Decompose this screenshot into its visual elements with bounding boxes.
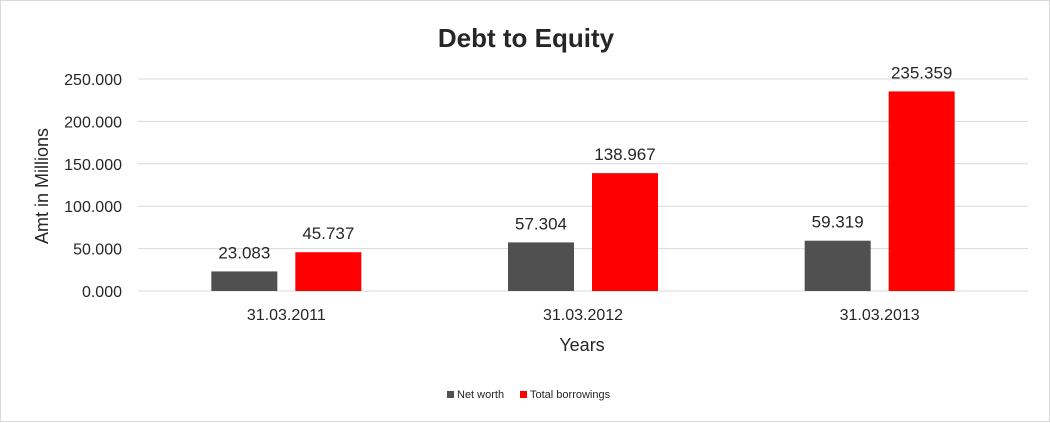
bar-net-worth	[211, 271, 278, 291]
bar-total-borrowings	[888, 91, 955, 292]
y-tick-label: 50.000	[73, 242, 122, 259]
data-label: 138.967	[594, 145, 655, 164]
y-tick-label: 150.000	[64, 157, 122, 174]
data-label: 57.304	[515, 214, 567, 233]
data-label: 59.319	[812, 213, 864, 232]
x-axis-title: Years	[559, 335, 604, 355]
legend-item: Total borrowings	[520, 389, 611, 401]
legend-label: Total borrowings	[530, 389, 611, 401]
x-axis-tick-labels: 31.03.2011 31.03.2012 31.03.2013	[247, 307, 920, 324]
y-axis-title: Amt in Millions	[32, 128, 52, 244]
bar-net-worth	[508, 242, 574, 291]
legend-item: Net worth	[447, 389, 504, 401]
bar-total-borrowings	[592, 173, 658, 291]
data-label: 23.083	[218, 243, 270, 262]
x-tick-label: 31.03.2011	[247, 307, 326, 324]
data-label: 235.359	[891, 63, 952, 82]
gridlines	[138, 78, 1028, 292]
y-tick-label: 200.000	[64, 114, 122, 131]
bars	[211, 91, 955, 292]
x-tick-label: 31.03.2012	[543, 307, 623, 324]
y-tick-label: 100.000	[64, 199, 122, 216]
legend-swatch	[520, 391, 527, 398]
data-label: 45.737	[302, 224, 354, 243]
y-tick-label: 0.000	[82, 284, 122, 301]
chart-title: Debt to Equity	[438, 23, 615, 53]
legend: Net worth Total borrowings	[447, 389, 611, 401]
y-tick-label: 250.000	[64, 72, 122, 89]
y-axis-tick-labels: 0.000 50.000 100.000 150.000 200.000 250.000	[64, 72, 122, 301]
bar-total-borrowings	[295, 252, 362, 291]
legend-label: Net worth	[457, 389, 504, 401]
x-tick-label: 31.03.2013	[840, 307, 920, 324]
data-labels: 23.083 45.737 57.304 138.967 59.319 235.359	[218, 63, 952, 262]
bar-net-worth	[804, 240, 871, 291]
legend-swatch	[447, 391, 454, 398]
